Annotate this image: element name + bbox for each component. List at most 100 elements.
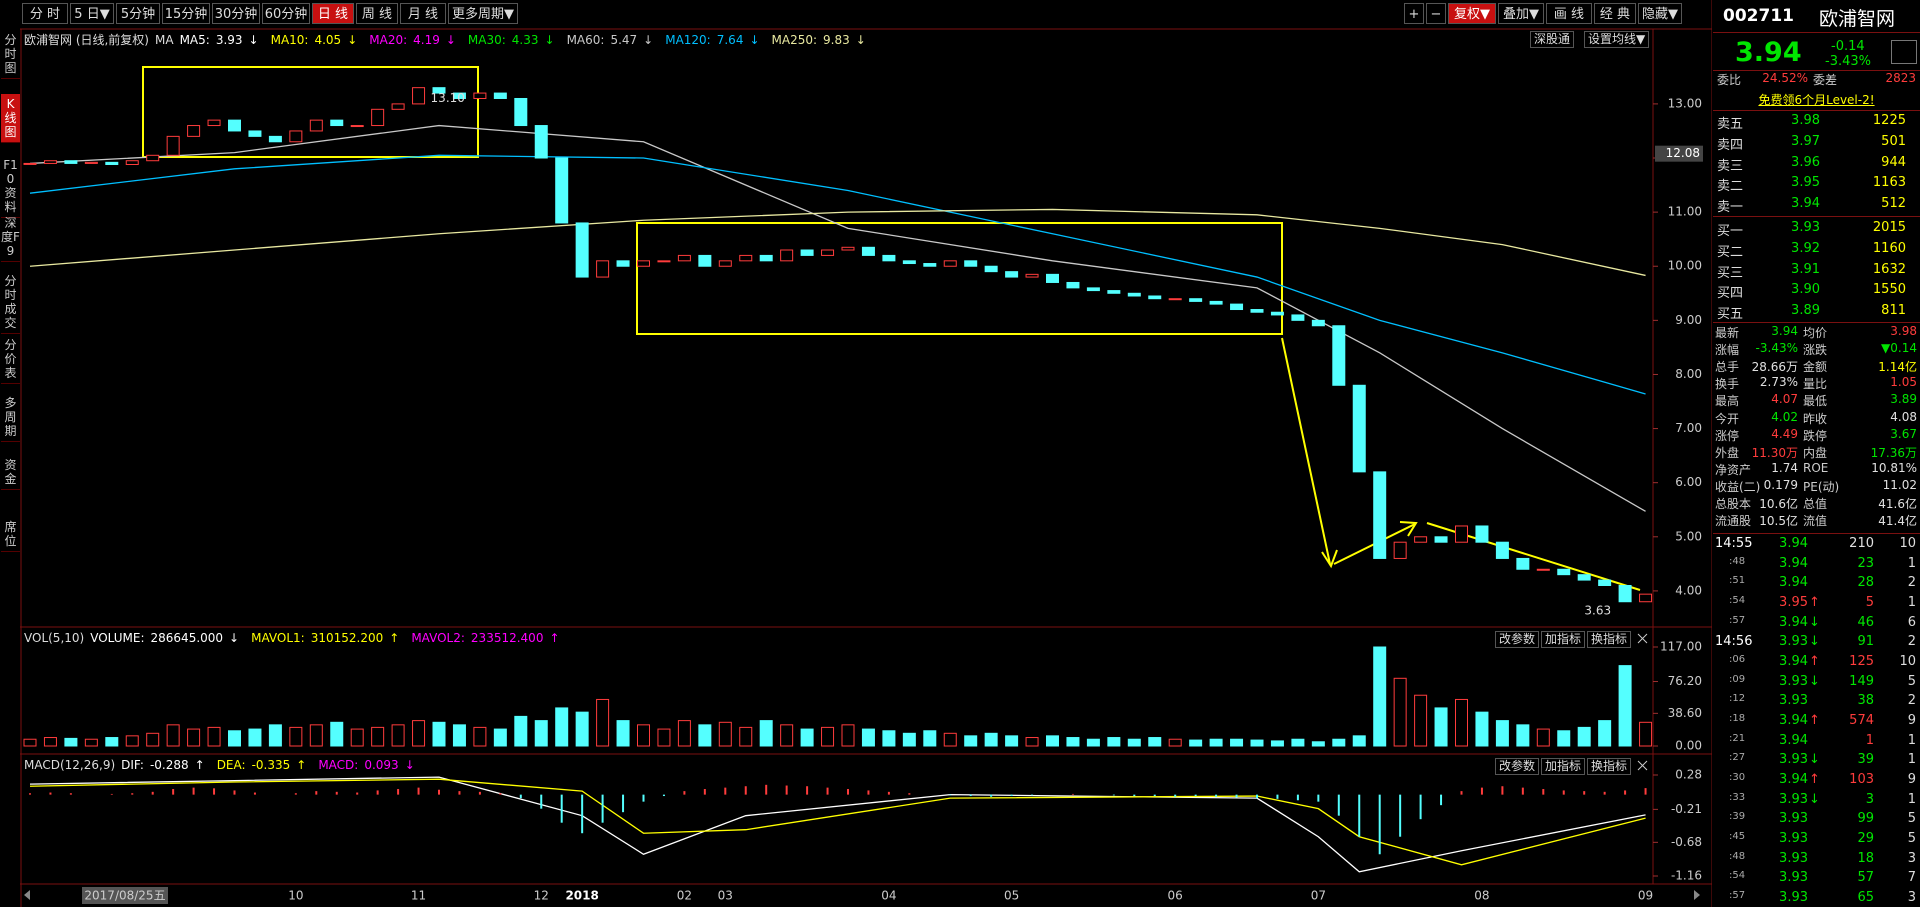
side-tab[interactable]: K线图 bbox=[1, 94, 20, 143]
scroll-arrows[interactable] bbox=[24, 890, 1700, 900]
stat-label: PE(动) bbox=[1803, 479, 1840, 494]
book-volume: 811 bbox=[1881, 303, 1906, 319]
side-tab[interactable]: 席位 bbox=[1, 517, 20, 552]
side-tab[interactable]: 深度F9 bbox=[1, 213, 20, 262]
level2-link[interactable]: 免费领6个月Level-2! bbox=[1758, 93, 1875, 107]
panel-borders bbox=[20, 0, 1712, 907]
legend-name: MA20: bbox=[369, 33, 408, 47]
panel-button[interactable]: 改参数 bbox=[1495, 758, 1540, 775]
book-label: 卖二 bbox=[1717, 179, 1744, 195]
candle bbox=[514, 97, 528, 127]
tool-button[interactable]: 画 线 bbox=[1546, 3, 1592, 24]
side-tab[interactable]: 多周期 bbox=[1, 393, 20, 442]
volume-bar bbox=[800, 728, 814, 747]
volume-bar bbox=[23, 738, 37, 747]
trade-time: :54 bbox=[1729, 595, 1746, 606]
candle bbox=[575, 222, 589, 278]
stat-label: 收益(二) bbox=[1715, 479, 1761, 494]
side-tab[interactable]: 分价表 bbox=[1, 335, 20, 384]
low-label: 3.63 bbox=[1584, 603, 1611, 617]
stat-label: 总股本 bbox=[1715, 497, 1752, 511]
period-button[interactable]: 60分钟 bbox=[262, 3, 310, 24]
chart-area: 13.0012.0011.0010.009.008.007.006.005.00… bbox=[20, 0, 1712, 907]
legend-value: -0.288 bbox=[149, 758, 189, 772]
volume-bar bbox=[146, 732, 160, 747]
side-tab[interactable]: F10资料 bbox=[1, 155, 20, 218]
legend-name: MAVOL2: bbox=[411, 631, 465, 645]
stat-value: 2.73% bbox=[1759, 375, 1798, 390]
period-button[interactable]: 分 时 bbox=[22, 3, 68, 24]
period-button[interactable]: 月 线 bbox=[400, 3, 446, 24]
volume-bar bbox=[841, 724, 855, 747]
side-tab[interactable]: 资金 bbox=[1, 455, 20, 490]
legend-name: MA10: bbox=[270, 33, 309, 47]
panel-button[interactable]: 改参数 bbox=[1495, 631, 1540, 648]
x-tick-label: 06 bbox=[1168, 889, 1183, 903]
period-button[interactable]: 更多周期▼ bbox=[448, 3, 518, 24]
stat-value: 10.6亿 bbox=[1759, 497, 1798, 511]
volume-bar bbox=[64, 737, 78, 747]
trade-count: 9 bbox=[1907, 772, 1916, 788]
volume-bar bbox=[1577, 726, 1591, 747]
period-button[interactable]: 15分钟 bbox=[162, 3, 210, 24]
volume-bar bbox=[902, 732, 916, 747]
period-button[interactable]: 周 线 bbox=[356, 3, 398, 24]
candle bbox=[1557, 568, 1571, 576]
legend-item: MA10: 4.05 ↓ bbox=[271, 33, 364, 47]
high-label: 13.10 bbox=[431, 91, 465, 105]
volume-bar bbox=[739, 726, 753, 747]
panel-button[interactable]: 换指标 bbox=[1587, 631, 1632, 648]
candle bbox=[309, 119, 323, 132]
panel-button[interactable]: 设置均线▼ bbox=[1584, 31, 1650, 48]
candle bbox=[1373, 471, 1387, 559]
candle bbox=[1127, 292, 1141, 297]
legend-arrow: ↓ bbox=[248, 33, 259, 47]
hr bbox=[1713, 216, 1920, 217]
trade-volume: 65 bbox=[1857, 890, 1874, 906]
book-label: 买二 bbox=[1717, 244, 1744, 260]
trade-volume: 18 bbox=[1857, 850, 1874, 866]
trade-count: 9 bbox=[1907, 713, 1916, 729]
legend-name: MA120: bbox=[665, 33, 711, 47]
hr bbox=[1713, 70, 1920, 71]
book-volume: 1225 bbox=[1872, 113, 1906, 128]
candle bbox=[657, 260, 671, 263]
legend-name: MACD: bbox=[318, 758, 359, 772]
period-button[interactable]: 日 线 bbox=[312, 3, 354, 24]
period-button[interactable]: 5分钟 bbox=[116, 3, 160, 24]
panel-button[interactable]: 深股通 bbox=[1530, 31, 1575, 48]
hr bbox=[1713, 32, 1920, 33]
panel-button[interactable]: 加指标 bbox=[1541, 631, 1586, 648]
book-volume: 1160 bbox=[1872, 240, 1906, 256]
tool-button[interactable]: − bbox=[1426, 3, 1446, 24]
tool-button[interactable]: + bbox=[1404, 3, 1424, 24]
tool-button[interactable]: 隐藏▼ bbox=[1638, 3, 1682, 24]
add-button[interactable] bbox=[1891, 40, 1917, 64]
legend-item: DEA: -0.335 ↑ bbox=[217, 758, 313, 772]
stat-value: 3.94 bbox=[1771, 324, 1798, 338]
volume-bar bbox=[1639, 721, 1653, 747]
trade-price: 3.93 bbox=[1779, 890, 1808, 906]
legend-value: 4.05 bbox=[314, 33, 342, 47]
stat-value: 1.74 bbox=[1771, 460, 1798, 475]
side-tab[interactable]: 分时图 bbox=[1, 30, 20, 79]
period-button[interactable]: 5 日▼ bbox=[70, 3, 114, 24]
tool-button[interactable]: 复权▼ bbox=[1448, 3, 1496, 24]
legend-arrow: ↓ bbox=[229, 631, 240, 645]
trade-price: 3.93 bbox=[1779, 850, 1808, 866]
trade-volume: 574 bbox=[1849, 713, 1874, 729]
x-tick-label: 10 bbox=[288, 889, 303, 903]
y-tick-label: 76.20 bbox=[1668, 674, 1702, 688]
tool-button[interactable]: 叠加▼ bbox=[1498, 3, 1544, 24]
stat-label: 换手 bbox=[1715, 377, 1740, 392]
period-button[interactable]: 30分钟 bbox=[212, 3, 260, 24]
stat-value: 11.30万 bbox=[1751, 445, 1798, 460]
trade-count: 5 bbox=[1907, 831, 1916, 847]
volume-bar bbox=[1455, 698, 1468, 747]
panel-button[interactable]: 加指标 bbox=[1541, 758, 1586, 775]
tool-button[interactable]: 经 典 bbox=[1594, 3, 1636, 24]
panel-button[interactable]: 换指标 bbox=[1587, 758, 1632, 775]
side-tab[interactable]: 分时成交 bbox=[1, 271, 20, 334]
book-price: 3.92 bbox=[1791, 240, 1820, 256]
trade-time: :27 bbox=[1729, 752, 1746, 764]
